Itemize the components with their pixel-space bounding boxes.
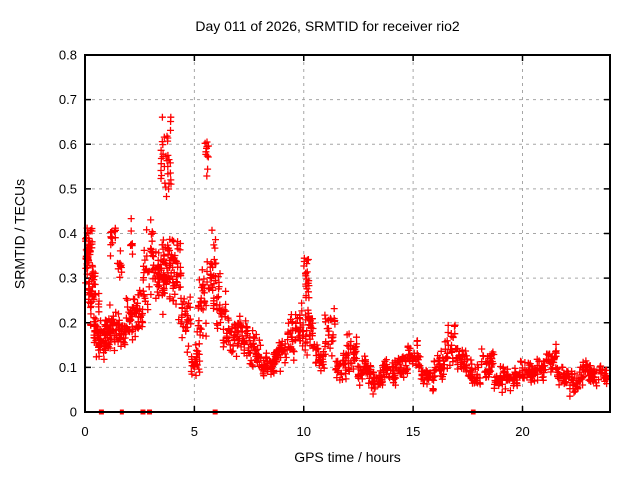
tick-labels: 0 0.1 0.2 0.3 0.4 0.5 0.6 0.7 0.8 0 5 10 15 20 [59, 48, 530, 440]
x-tick-label: 5 [191, 424, 198, 439]
y-tick-label: 0.8 [59, 48, 77, 63]
x-tick-label: 20 [515, 424, 529, 439]
y-tick-label: 0.3 [59, 271, 77, 286]
y-tick-label: 0.4 [59, 226, 77, 241]
series-srmtid-crosses [82, 113, 611, 400]
y-tick-label: 0 [70, 405, 77, 420]
chart-title: Day 011 of 2026, SRMTID for receiver rio… [195, 18, 460, 34]
y-tick-label: 0.7 [59, 92, 77, 107]
plot-border [84, 54, 611, 413]
y-tick-label: 0.2 [59, 315, 77, 330]
x-axis-label: GPS time / hours [294, 449, 401, 465]
y-tick-label: 0.6 [59, 137, 77, 152]
y-tick-label: 0.1 [59, 360, 77, 375]
x-tick-label: 10 [297, 424, 311, 439]
x-tick-label: 15 [406, 424, 420, 439]
x-tick-label: 0 [81, 424, 88, 439]
y-tick-label: 0.5 [59, 181, 77, 196]
